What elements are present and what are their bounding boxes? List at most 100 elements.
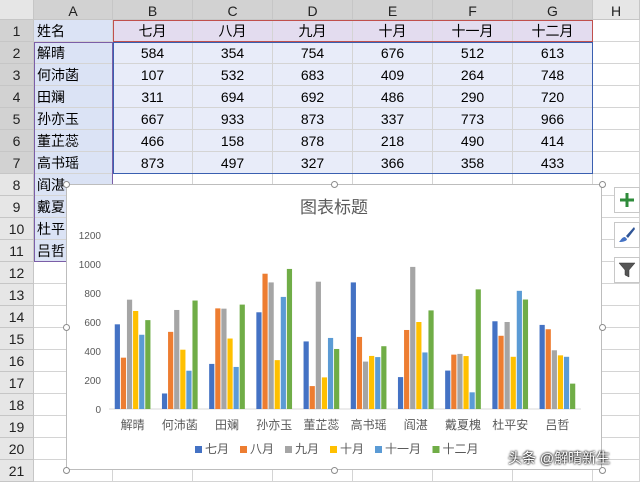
select-all-corner[interactable]	[0, 0, 34, 20]
row-header-20[interactable]: 20	[0, 438, 34, 460]
row-header-9[interactable]: 9	[0, 196, 34, 218]
header-cell[interactable]: 十月	[353, 20, 433, 42]
value-cell[interactable]: 486	[353, 86, 433, 108]
value-cell[interactable]: 613	[513, 42, 593, 64]
empty-cell[interactable]	[593, 64, 640, 86]
value-cell[interactable]: 692	[273, 86, 353, 108]
header-cell[interactable]: 十一月	[433, 20, 513, 42]
resize-handle-middle-left[interactable]	[62, 323, 70, 331]
column-header-h[interactable]: H	[593, 0, 640, 20]
value-cell[interactable]: 873	[273, 108, 353, 130]
value-cell[interactable]: 466	[113, 130, 193, 152]
name-cell[interactable]: 高书瑶	[34, 152, 113, 174]
empty-cell[interactable]	[593, 20, 640, 42]
column-header-a[interactable]: A	[34, 0, 113, 20]
resize-handle-middle-right[interactable]	[598, 323, 606, 331]
name-cell[interactable]: 何沛菡	[34, 64, 113, 86]
value-cell[interactable]: 584	[113, 42, 193, 64]
value-cell[interactable]: 354	[193, 42, 273, 64]
value-cell[interactable]: 754	[273, 42, 353, 64]
empty-cell[interactable]	[593, 42, 640, 64]
value-cell[interactable]: 264	[433, 64, 513, 86]
row-header-11[interactable]: 11	[0, 240, 34, 262]
value-cell[interactable]: 290	[433, 86, 513, 108]
value-cell[interactable]: 873	[113, 152, 193, 174]
row-header-3[interactable]: 3	[0, 64, 34, 86]
row-header-6[interactable]: 6	[0, 130, 34, 152]
chart-styles-button[interactable]	[614, 222, 640, 248]
row-header-17[interactable]: 17	[0, 372, 34, 394]
row-header-12[interactable]: 12	[0, 262, 34, 284]
value-cell[interactable]: 933	[193, 108, 273, 130]
value-cell[interactable]: 532	[193, 64, 273, 86]
value-cell[interactable]: 748	[513, 64, 593, 86]
resize-handle-top-middle[interactable]	[330, 180, 338, 188]
chart-area[interactable]: 图表标题 0 200 400 600 800 1000 1200 解晴 何沛菡 田斓 孙亦玉 董芷蕊 高书…	[66, 184, 602, 470]
column-header-c[interactable]: C	[193, 0, 273, 20]
row-header-16[interactable]: 16	[0, 350, 34, 372]
resize-handle-top-left[interactable]	[62, 180, 70, 188]
header-cell[interactable]: 十二月	[513, 20, 593, 42]
chart-filters-button[interactable]	[614, 257, 640, 283]
row-header-2[interactable]: 2	[0, 42, 34, 64]
value-cell[interactable]: 311	[113, 86, 193, 108]
value-cell[interactable]: 676	[353, 42, 433, 64]
value-cell[interactable]: 218	[353, 130, 433, 152]
header-cell[interactable]: 九月	[273, 20, 353, 42]
chart-elements-button[interactable]	[614, 187, 640, 213]
row-header-13[interactable]: 13	[0, 284, 34, 306]
row-header-15[interactable]: 15	[0, 328, 34, 350]
value-cell[interactable]: 878	[273, 130, 353, 152]
column-header-g[interactable]: G	[513, 0, 593, 20]
name-cell[interactable]: 孙亦玉	[34, 108, 113, 130]
value-cell[interactable]: 512	[433, 42, 513, 64]
value-cell[interactable]: 683	[273, 64, 353, 86]
column-header-f[interactable]: F	[433, 0, 513, 20]
value-cell[interactable]: 490	[433, 130, 513, 152]
empty-cell[interactable]	[593, 130, 640, 152]
name-cell[interactable]: 田斓	[34, 86, 113, 108]
value-cell[interactable]: 720	[513, 86, 593, 108]
row-header-14[interactable]: 14	[0, 306, 34, 328]
value-cell[interactable]: 414	[513, 130, 593, 152]
row-header-10[interactable]: 10	[0, 218, 34, 240]
resize-handle-bottom-left[interactable]	[62, 466, 70, 474]
row-header-8[interactable]: 8	[0, 174, 34, 196]
value-cell[interactable]: 107	[113, 64, 193, 86]
name-cell[interactable]: 董芷蕊	[34, 130, 113, 152]
header-cell[interactable]: 姓名	[34, 20, 113, 42]
value-cell[interactable]: 337	[353, 108, 433, 130]
value-cell[interactable]: 773	[433, 108, 513, 130]
empty-cell[interactable]	[593, 86, 640, 108]
resize-handle-bottom-right[interactable]	[598, 466, 606, 474]
column-header-e[interactable]: E	[353, 0, 433, 20]
value-cell[interactable]: 966	[513, 108, 593, 130]
header-cell[interactable]: 七月	[113, 20, 193, 42]
value-cell[interactable]: 358	[433, 152, 513, 174]
value-cell[interactable]: 366	[353, 152, 433, 174]
value-cell[interactable]: 497	[193, 152, 273, 174]
value-cell[interactable]: 409	[353, 64, 433, 86]
value-cell[interactable]: 433	[513, 152, 593, 174]
column-header-d[interactable]: D	[273, 0, 353, 20]
row-header-18[interactable]: 18	[0, 394, 34, 416]
resize-handle-top-right[interactable]	[598, 180, 606, 188]
row-header-19[interactable]: 19	[0, 416, 34, 438]
empty-cell[interactable]	[593, 108, 640, 130]
bar	[545, 329, 551, 409]
row-header-7[interactable]: 7	[0, 152, 34, 174]
value-cell[interactable]: 667	[113, 108, 193, 130]
header-cell[interactable]: 八月	[193, 20, 273, 42]
value-cell[interactable]: 327	[273, 152, 353, 174]
row-header-4[interactable]: 4	[0, 86, 34, 108]
value-cell[interactable]: 158	[193, 130, 273, 152]
column-header-b[interactable]: B	[113, 0, 193, 20]
row-header-21[interactable]: 21	[0, 460, 34, 482]
resize-handle-bottom-middle[interactable]	[330, 466, 338, 474]
empty-cell[interactable]	[593, 152, 640, 174]
row-header-1[interactable]: 1	[0, 20, 34, 42]
value-cell[interactable]: 694	[193, 86, 273, 108]
name-cell[interactable]: 解晴	[34, 42, 113, 64]
row-header-5[interactable]: 5	[0, 108, 34, 130]
